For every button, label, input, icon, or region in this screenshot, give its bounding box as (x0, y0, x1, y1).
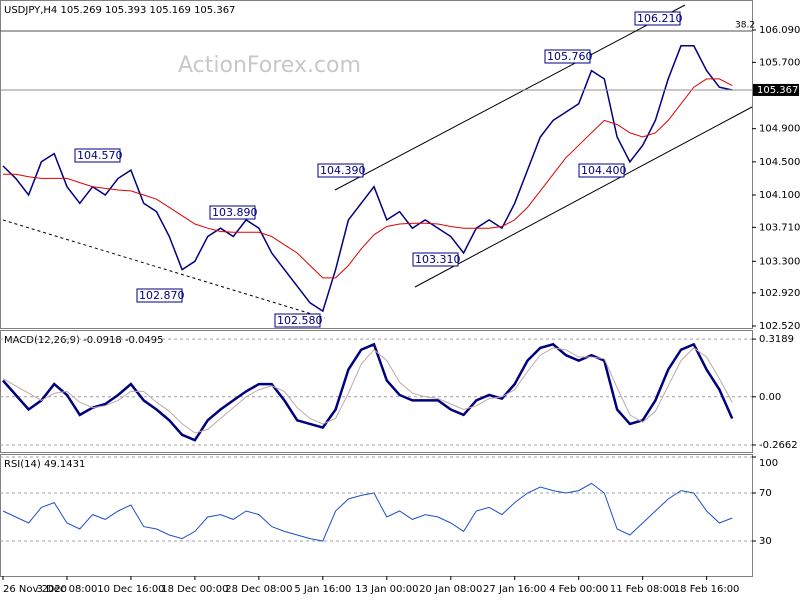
rsi-pane (0, 454, 753, 577)
annotation-box (274, 313, 321, 328)
x-tick-label: 28 Dec 08:00 (225, 584, 292, 595)
x-tick-label: 5 Jan 16:00 (294, 584, 351, 595)
annotation: 102.580 (277, 314, 323, 327)
y-tick-label: 104.100 (759, 190, 800, 201)
x-tick-label: 18 Dec 00:00 (161, 584, 228, 595)
series-line (2, 347, 733, 434)
series-line (2, 342, 734, 442)
series-line (2, 45, 733, 313)
annotation: 104.570 (77, 149, 123, 162)
annotation-box (317, 163, 364, 178)
y-tick-label: 0.3189 (759, 334, 794, 345)
watermark: ActionForex.com (178, 53, 361, 78)
annotation: 105.760 (547, 50, 593, 63)
y-tick-label: 104.900 (759, 124, 800, 135)
y-tick-label: 106.090 (759, 25, 800, 36)
annotation-box (74, 148, 121, 163)
macd-title: MACD(12,26,9) -0.0918 -0.0495 (4, 335, 164, 346)
x-tick-label: 27 Jan 16:00 (483, 584, 546, 595)
annotation-box (544, 49, 591, 64)
annotation: 103.310 (415, 253, 461, 266)
y-tick-label: 30 (759, 536, 772, 547)
y-tick-label: 104.500 (759, 157, 800, 168)
y-tick-label: 105.700 (759, 57, 800, 68)
y-tick-label: 103.300 (759, 256, 800, 267)
y-tick-label: 0.00 (759, 392, 781, 403)
series-line (2, 482, 733, 542)
y-tick-label: 103.710 (759, 222, 800, 233)
annotation-box (634, 11, 681, 26)
annotation: 103.890 (212, 206, 258, 219)
last-price-label: 105.367 (757, 85, 798, 96)
x-tick-label: 4 Feb 00:00 (549, 584, 608, 595)
annotation-box (209, 205, 256, 220)
x-tick-label: 3 Dec 08:00 (37, 584, 98, 595)
fib-label: 38.2 (735, 21, 755, 31)
annotation: 102.870 (139, 289, 185, 302)
annotation: 104.400 (581, 164, 627, 177)
channel-lower (414, 106, 753, 288)
x-tick-label: 11 Feb 08:00 (610, 584, 676, 595)
series-line (3, 78, 733, 279)
y-tick-label: -0.2662 (759, 440, 798, 451)
price-pane (0, 0, 753, 329)
x-tick-label: 26 Nov 2020 (3, 584, 67, 595)
y-tick-label: 100 (759, 458, 778, 469)
annotation: 106.210 (637, 12, 683, 25)
x-tick-label: 18 Feb 16:00 (674, 584, 740, 595)
annotation-box (136, 288, 183, 303)
annotation-box (412, 252, 459, 267)
annotation-box (578, 163, 625, 178)
trend-line (2, 219, 326, 319)
y-tick-label: 102.920 (759, 288, 800, 299)
y-tick-label: 70 (759, 488, 772, 499)
channel-upper (334, 4, 686, 191)
rsi-title: RSI(14) 49.1431 (4, 459, 85, 470)
x-tick-label: 13 Jan 00:00 (355, 584, 418, 595)
last-price-box (753, 83, 799, 96)
x-tick-label: 20 Jan 08:00 (419, 584, 482, 595)
y-tick-label: 102.520 (759, 321, 800, 332)
price-title: USDJPY,H4 105.269 105.393 105.169 105.36… (4, 5, 235, 16)
annotation: 104.390 (320, 164, 366, 177)
x-tick-label: 10 Dec 16:00 (97, 584, 164, 595)
